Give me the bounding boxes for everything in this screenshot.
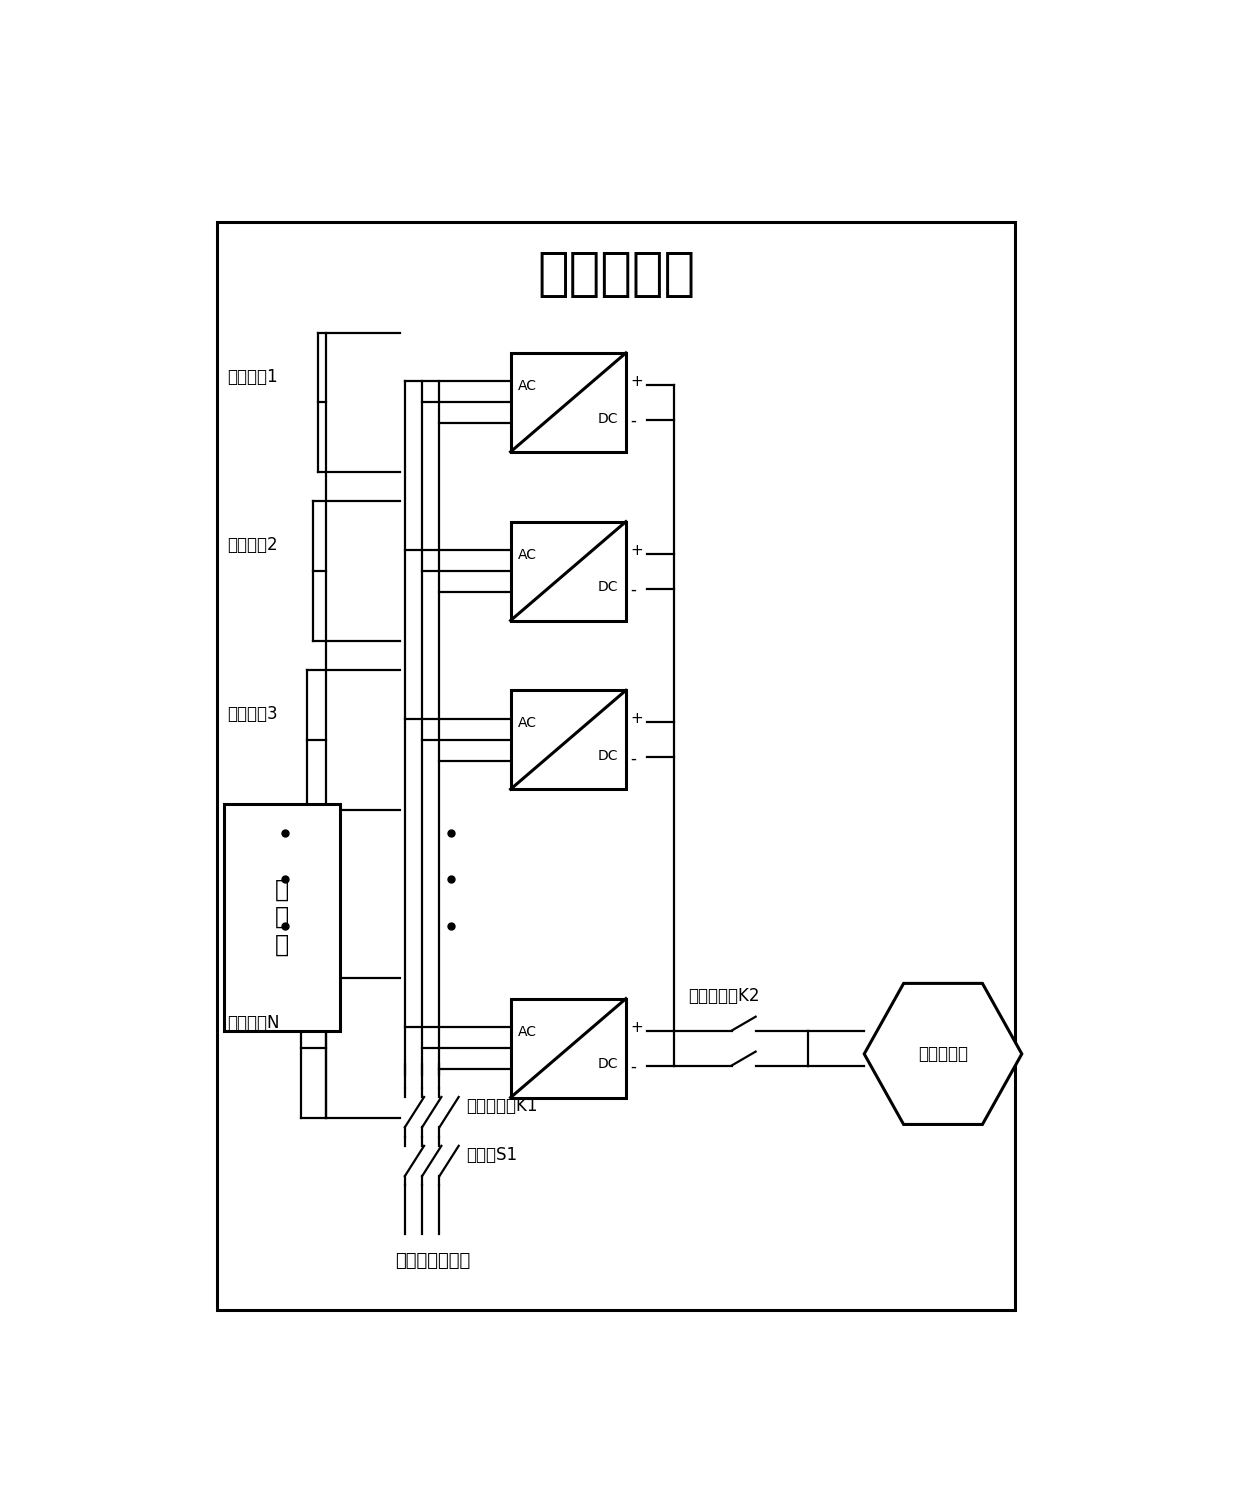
Polygon shape [511,521,626,621]
Text: 通讯地址N: 通讯地址N [227,1014,279,1032]
Polygon shape [511,691,626,789]
Text: -: - [631,1058,636,1076]
Text: 控
制
器: 控 制 器 [275,878,289,956]
Text: DC: DC [598,1058,619,1071]
Text: 输入三相交流电: 输入三相交流电 [396,1253,470,1271]
Text: AC: AC [518,1024,537,1040]
Text: AC: AC [518,379,537,393]
Text: +: + [631,542,644,558]
Text: DC: DC [598,411,619,426]
Text: 通讯地址2: 通讯地址2 [227,536,278,555]
Polygon shape [864,984,1022,1124]
Text: 直流充电桩: 直流充电桩 [537,248,696,301]
Text: AC: AC [518,716,537,730]
Polygon shape [511,354,626,452]
Text: AC: AC [518,548,537,562]
Text: -: - [631,413,636,431]
Text: 输出充电枪: 输出充电枪 [918,1046,968,1062]
Text: 交流接触器K1: 交流接触器K1 [466,1097,538,1115]
Text: +: + [631,1020,644,1035]
Text: -: - [631,580,636,598]
Text: -: - [631,749,636,768]
FancyBboxPatch shape [224,804,340,1031]
Text: +: + [631,712,644,727]
Text: 通讯地址3: 通讯地址3 [227,706,278,724]
Text: 输出继电器K2: 输出继电器K2 [688,987,760,1005]
Text: 通讯地址1: 通讯地址1 [227,367,278,385]
Text: +: + [631,373,644,388]
Text: 断路器S1: 断路器S1 [466,1147,517,1163]
Text: DC: DC [598,580,619,594]
Text: DC: DC [598,749,619,763]
Polygon shape [511,999,626,1097]
